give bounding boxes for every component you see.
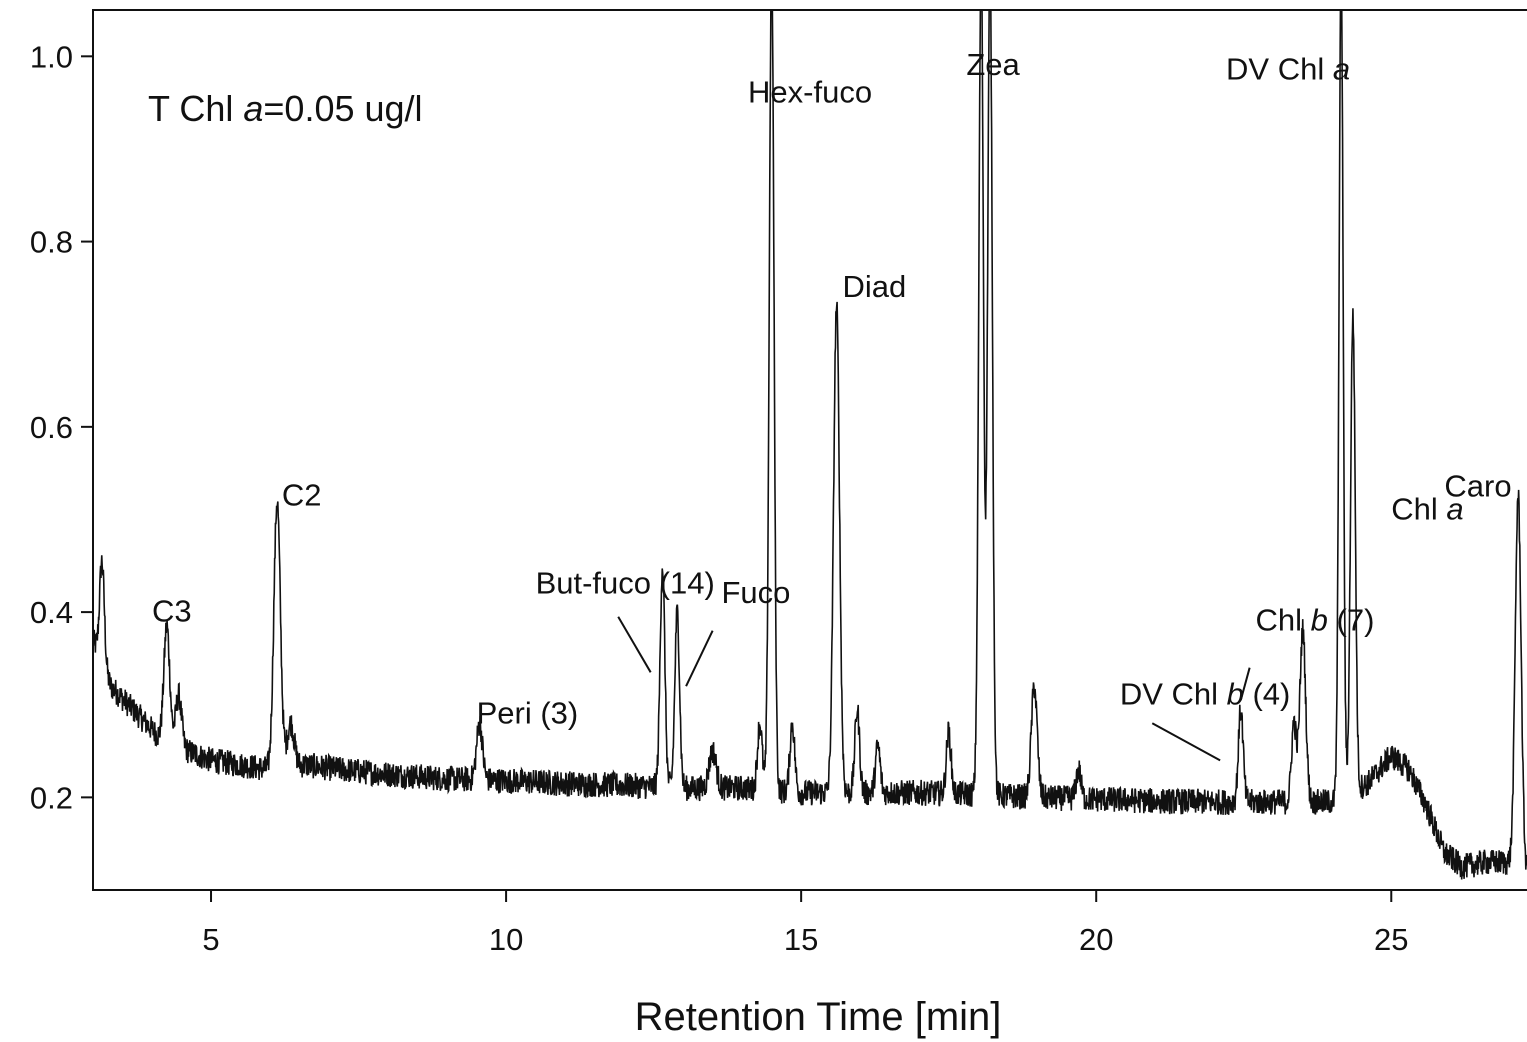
leader-line	[685, 630, 714, 687]
peak-label: Caro	[1444, 468, 1511, 503]
leader-line	[617, 616, 652, 673]
y-tick-label: 1.0	[30, 39, 73, 74]
plot-area-border	[92, 9, 1527, 891]
x-tick-label: 20	[1079, 922, 1113, 957]
y-axis-ticks: 0.2 0.4 0.6 0.8 1.0	[30, 39, 93, 815]
y-tick-label: 0.4	[30, 595, 73, 630]
peak-label: Diad	[842, 269, 906, 304]
plot-frame	[92, 9, 1527, 891]
peak-label: Zea	[966, 47, 1020, 82]
y-tick-label: 0.6	[30, 410, 73, 445]
signal-layer	[93, 10, 1527, 880]
x-axis-title: Retention Time [min]	[635, 995, 1002, 1039]
peak-label: Peri (3)	[477, 695, 579, 730]
peak-label: Chl a	[1391, 491, 1463, 526]
y-tick-label: 0.2	[30, 780, 73, 815]
concentration-annotation: T Chl a=0.05 ug/l	[148, 88, 423, 129]
y-tick-label: 0.8	[30, 225, 73, 260]
leader-line	[1151, 722, 1221, 762]
x-tick-label: 10	[489, 922, 523, 957]
x-tick-label: 25	[1374, 922, 1408, 957]
peak-labels: C3 C2 Peri (3) But-fuco (14) Fuco Hex-fuco Dia…	[152, 47, 1512, 730]
peak-label: DV Chl a	[1226, 51, 1350, 86]
leader-lines	[617, 616, 1251, 762]
peak-label: Chl b (7)	[1256, 603, 1375, 638]
x-axis-ticks: 5 10 15 20 25	[202, 890, 1409, 957]
peak-label: DV Chl b (4)	[1120, 677, 1291, 712]
peak-label: But-fuco (14)	[536, 566, 715, 601]
peak-label: C2	[282, 478, 322, 513]
x-tick-label: 15	[784, 922, 818, 957]
x-tick-label: 5	[202, 922, 219, 957]
peak-label: Hex-fuco	[748, 75, 872, 110]
leader-line	[1239, 667, 1251, 701]
peak-label: Fuco	[721, 575, 790, 610]
signal-trace	[93, 10, 1527, 880]
peak-label: C3	[152, 593, 192, 628]
